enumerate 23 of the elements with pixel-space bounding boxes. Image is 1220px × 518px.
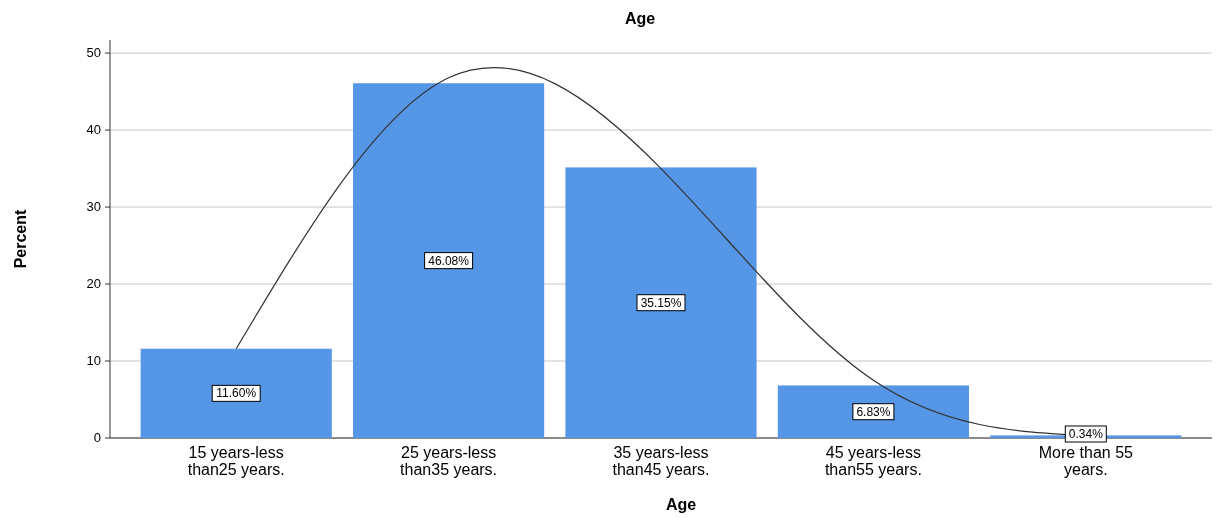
y-tick-label: 50 <box>86 45 101 61</box>
data-label: 11.60% <box>216 386 257 401</box>
bar <box>777 385 969 438</box>
y-tick-label: 30 <box>86 199 101 215</box>
x-tick-label: 35 years-less than45 years. <box>612 444 710 478</box>
chart-title: Age <box>624 10 656 27</box>
x-tick-label: More than 55 years. <box>1038 444 1134 478</box>
x-tick-label: 45 years-less than55 years. <box>824 444 922 478</box>
y-tick-label: 0 <box>93 430 101 445</box>
y-axis-title: Percent <box>12 208 29 269</box>
y-tick-label: 40 <box>86 122 101 138</box>
x-tick-label: 15 years-less than25 years. <box>187 444 285 478</box>
bar <box>353 83 545 438</box>
y-tick-label: 20 <box>86 276 101 292</box>
data-label: 0.34% <box>1068 427 1104 441</box>
x-axis-title: Age <box>665 496 697 513</box>
data-label: 35.15% <box>640 295 682 310</box>
bar <box>565 167 757 438</box>
data-label: 6.83% <box>856 404 891 419</box>
y-tick-label: 10 <box>86 353 101 369</box>
x-tick-label: 25 years-less than35 years. <box>400 444 498 478</box>
bar <box>140 348 332 438</box>
data-label: 46.08% <box>428 253 470 268</box>
